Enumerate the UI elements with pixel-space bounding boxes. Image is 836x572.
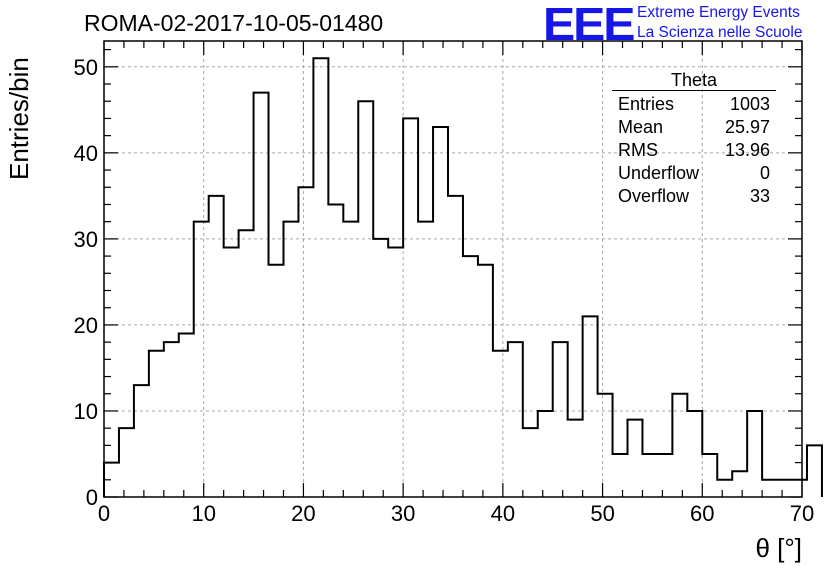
histogram-bin [672,394,687,497]
y-axis-label: Entries/bin [4,57,34,180]
x-tick-label: 50 [590,501,614,526]
histogram-bin [298,187,313,497]
histogram-bin [448,196,463,497]
histogram-bin [224,247,239,497]
histogram-bin [254,93,269,497]
histogram-bin [478,265,493,497]
histogram-bin [269,265,284,497]
stats-value: 25.97 [724,117,770,137]
histogram-bin [508,342,523,497]
histogram-bin [747,411,762,497]
histogram-bin [283,222,298,497]
histogram-bin [433,127,448,497]
histogram-bin [463,256,478,497]
histogram-bin [657,454,672,497]
plot-frame [103,40,803,498]
x-tick-label: 70 [790,501,814,526]
stats-value: 1003 [729,94,770,114]
stats-row-mean: Mean 25.97 [612,116,776,139]
histogram-bin [239,230,254,497]
stats-row-entries: Entries 1003 [612,93,776,116]
eee-logo: EEE [543,0,635,50]
histogram-bin [523,428,538,497]
histogram-bin [358,101,373,497]
histogram-bin [807,445,822,497]
histogram-bin [538,411,553,497]
stats-value: 33 [749,186,770,206]
histogram-bin [418,222,433,497]
histogram-bin [313,58,328,497]
stats-value: 13.96 [724,140,770,160]
y-tick-label: 30 [74,227,98,252]
logo-text: Extreme Energy Events La Scienza nelle S… [637,3,802,43]
x-tick-label: 60 [690,501,714,526]
x-tick-label: 0 [98,501,110,526]
histogram-bin [403,118,418,497]
histogram-bin [598,394,613,497]
histogram-bin [642,454,657,497]
histogram-bin [119,428,134,497]
histogram-bin [373,239,388,497]
histogram-bin [717,480,732,497]
y-tick-label: 40 [74,141,98,166]
x-tick-label: 20 [291,501,315,526]
stats-label: RMS [618,140,658,160]
y-tick-label: 20 [74,313,98,338]
histogram-bin [613,454,628,497]
histogram-bin [777,480,792,497]
histogram-bin [493,351,508,497]
stats-box: Theta Entries 1003 Mean 25.97 RMS 13.96 … [612,70,776,208]
histogram-bin [134,385,149,497]
stats-label: Underflow [618,163,700,183]
histogram-outline [103,57,823,497]
stats-row-rms: RMS 13.96 [612,139,776,162]
logo-line-2: La Scienza nelle Scuole [637,24,803,41]
histogram-bin [149,351,164,497]
histogram-bin [702,454,717,497]
histogram-bin [209,196,224,497]
x-axis-label: θ [°] [755,533,802,563]
histogram-bin [568,420,583,497]
histogram-bin [179,334,194,497]
histogram-bin [732,471,747,497]
histogram-bin [164,342,179,497]
histogram-bin [553,342,568,497]
stats-label: Entries [618,94,675,114]
histogram-bin [328,204,343,497]
histogram-bin [388,247,403,497]
run-title: ROMA-02-2017-10-05-01480 [84,10,384,36]
histogram-bin [628,420,643,497]
stats-label: Overflow [618,186,690,206]
logo-line-1: Extreme Energy Events [637,4,800,21]
y-tick-label: 50 [74,55,98,80]
histogram-bin [792,480,807,497]
y-tick-label: 0 [86,485,98,510]
stats-label: Mean [618,117,664,137]
x-tick-label: 40 [491,501,515,526]
stats-value: 0 [759,163,770,183]
histogram-bin [343,222,358,497]
x-tick-label: 30 [391,501,415,526]
histogram-bin [583,316,598,497]
histogram-bin [762,480,777,497]
x-tick-label: 10 [191,501,215,526]
histogram-bin [687,411,702,497]
stats-row-overflow: Overflow 33 [612,185,776,208]
histogram-bin [194,222,209,497]
stats-title: Theta [612,70,776,91]
y-tick-label: 10 [74,399,98,424]
stats-row-underflow: Underflow 0 [612,162,776,185]
